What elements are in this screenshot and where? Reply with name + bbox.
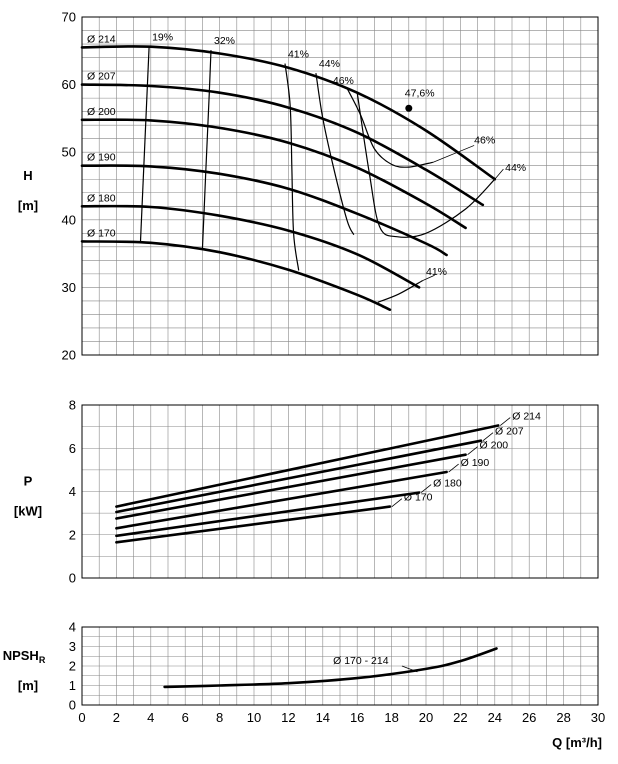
series-label: Ø 190 <box>461 457 490 469</box>
y-axis-label-head: H <box>23 168 32 183</box>
x-tick-label: 14 <box>316 710 330 725</box>
y-tick-label: 3 <box>69 639 76 654</box>
curve-npsh <box>163 647 498 689</box>
efficiency-label: 19% <box>152 32 173 44</box>
annotation-leader <box>494 168 504 180</box>
y-tick-label: 2 <box>69 527 76 542</box>
series-leader <box>401 665 418 673</box>
efficiency-line <box>139 46 150 242</box>
y-tick-label: 6 <box>69 441 76 456</box>
series-label: Ø 207 <box>495 426 524 438</box>
x-tick-label: 26 <box>522 710 536 725</box>
curve-head <box>80 240 392 311</box>
best-efficiency-point <box>405 104 413 112</box>
x-tick-label: 10 <box>247 710 261 725</box>
efficiency-label: 32% <box>214 35 235 47</box>
y-tick-label: 30 <box>62 280 76 295</box>
x-tick-label: 12 <box>281 710 295 725</box>
annotation-label: 41% <box>426 266 447 278</box>
curve-power <box>115 470 448 530</box>
efficiency-label: 44% <box>319 58 340 70</box>
curve-head <box>80 164 448 257</box>
curve-head <box>80 118 467 230</box>
curve-head <box>80 204 421 289</box>
series-label: Ø 190 <box>87 152 116 164</box>
x-axis-label: Q [m³/h] <box>552 735 602 750</box>
plot-frame-head <box>81 16 599 356</box>
y-axis-unit-head: [m] <box>18 198 38 213</box>
x-tick-label: 6 <box>182 710 189 725</box>
annotation-label: 46% <box>474 134 495 146</box>
series-label: Ø 207 <box>87 71 116 83</box>
curve-power <box>115 505 392 544</box>
series-label: Ø 200 <box>480 440 509 452</box>
y-tick-label: 4 <box>69 484 76 499</box>
curve-power <box>115 424 500 508</box>
efficiency-line <box>346 87 434 168</box>
y-axis-unit-npsh: [m] <box>18 678 38 693</box>
x-tick-label: 22 <box>453 710 467 725</box>
y-tick-label: 4 <box>69 620 76 635</box>
y-axis-label-npsh: NPSHR <box>3 648 46 665</box>
y-axis-label-power: P <box>24 474 33 489</box>
annotation-label: 44% <box>505 162 526 174</box>
curve-power <box>115 491 421 538</box>
annotation-leader <box>422 274 435 282</box>
y-tick-label: 20 <box>62 348 76 363</box>
efficiency-label: 41% <box>288 49 309 61</box>
efficiency-line <box>377 280 423 303</box>
curve-head <box>80 45 497 181</box>
series-leader <box>448 463 459 473</box>
x-tick-label: 20 <box>419 710 433 725</box>
y-tick-label: 0 <box>69 698 76 713</box>
y-tick-label: 0 <box>69 571 76 586</box>
efficiency-line <box>315 73 355 235</box>
x-tick-label: 24 <box>488 710 502 725</box>
series-leader <box>391 498 403 507</box>
efficiency-label: 46% <box>333 75 354 87</box>
series-label: Ø 170 - 214 <box>333 655 389 667</box>
series-label: Ø 200 <box>87 106 116 118</box>
series-leader <box>499 417 511 426</box>
efficiency-line <box>284 63 300 271</box>
y-tick-label: 40 <box>62 212 76 227</box>
annotation-leader <box>432 145 475 163</box>
series-label: Ø 180 <box>433 478 462 490</box>
y-axis-unit-power: [kW] <box>14 504 42 519</box>
curve-head <box>80 83 485 207</box>
series-label: Ø 214 <box>512 411 541 423</box>
series-label: Ø 180 <box>87 192 116 204</box>
efficiency-line <box>201 50 212 250</box>
curve-power <box>115 453 467 520</box>
series-leader <box>420 484 432 493</box>
annotation-label: 47,6% <box>405 87 435 99</box>
x-tick-label: 4 <box>147 710 154 725</box>
series-label: Ø 170 <box>404 492 433 504</box>
series-leader <box>467 446 478 456</box>
plot-frame-npsh <box>81 626 599 706</box>
curve-power <box>115 439 483 514</box>
x-tick-label: 18 <box>384 710 398 725</box>
plot-frame-power <box>81 404 599 579</box>
y-tick-label: 2 <box>69 659 76 674</box>
y-tick-label: 8 <box>69 398 76 413</box>
x-tick-label: 30 <box>591 710 605 725</box>
series-label: Ø 170 <box>87 227 116 239</box>
x-tick-label: 16 <box>350 710 364 725</box>
y-tick-label: 70 <box>62 10 76 25</box>
y-tick-label: 1 <box>69 678 76 693</box>
series-leader <box>482 432 494 441</box>
x-tick-label: 28 <box>556 710 570 725</box>
y-tick-label: 60 <box>62 77 76 92</box>
series-label: Ø 214 <box>87 33 116 45</box>
y-tick-label: 50 <box>62 145 76 160</box>
x-tick-label: 8 <box>216 710 223 725</box>
x-tick-label: 2 <box>113 710 120 725</box>
x-tick-label: 0 <box>78 710 85 725</box>
